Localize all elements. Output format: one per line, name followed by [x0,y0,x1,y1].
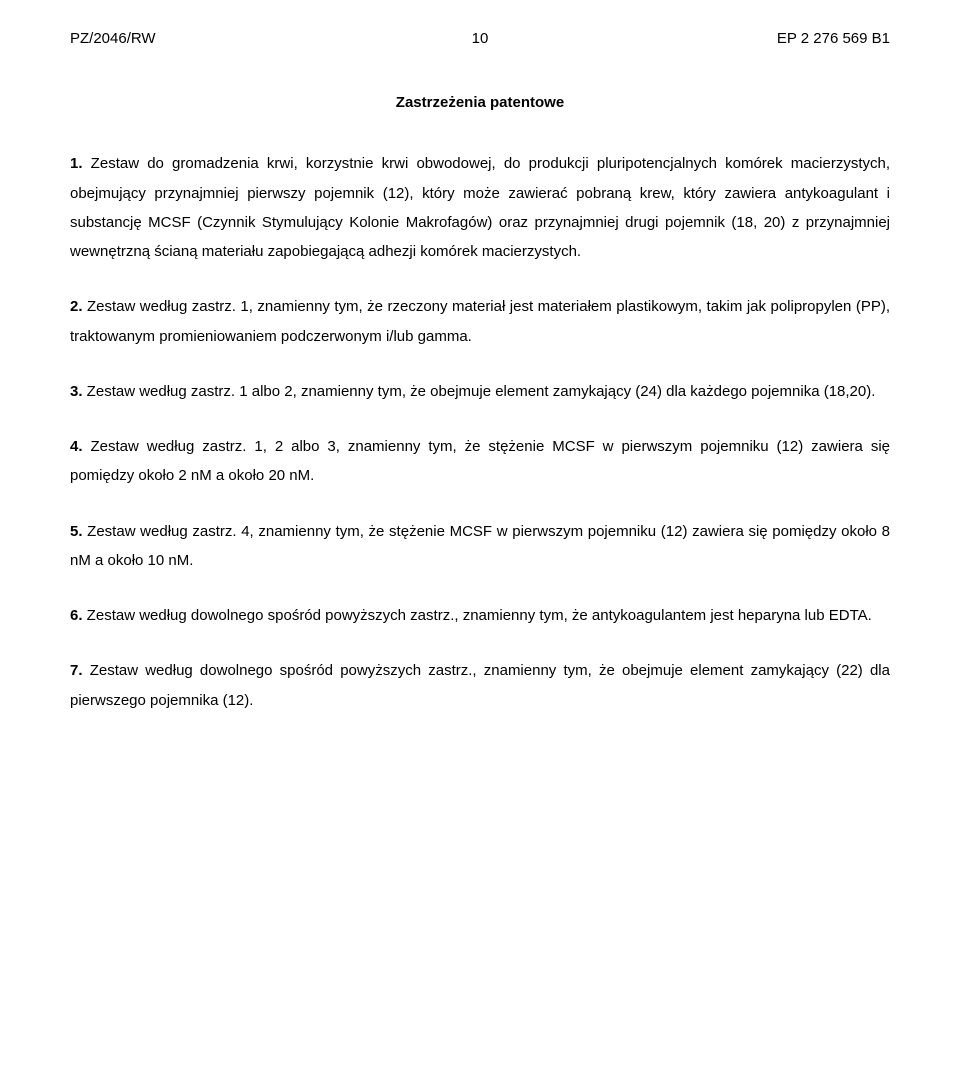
page-number: 10 [472,24,489,53]
claim-1: 1. Zestaw do gromadzenia krwi, korzystni… [70,149,890,266]
claim-lead: 4. [70,438,83,455]
claim-lead: 1. [70,155,83,172]
claim-text: Zestaw do gromadzenia krwi, korzystnie k… [70,155,890,260]
claim-text: Zestaw według zastrz. 1 albo 2, znamienn… [83,383,876,400]
claim-3: 3. Zestaw według zastrz. 1 albo 2, znami… [70,377,890,406]
header-row: PZ/2046/RW 10 EP 2 276 569 B1 [70,24,890,48]
claim-lead: 2. [70,298,83,315]
claim-lead: 5. [70,523,83,540]
claim-6: 6. Zestaw według dowolnego spośród powyż… [70,601,890,630]
claim-7: 7. Zestaw według dowolnego spośród powyż… [70,656,890,715]
claim-text: Zestaw według zastrz. 4, znamienny tym, … [70,523,890,569]
page: PZ/2046/RW 10 EP 2 276 569 B1 Zastrzeżen… [0,0,960,1077]
header-right: EP 2 276 569 B1 [777,24,890,53]
claim-lead: 3. [70,383,83,400]
page-title: Zastrzeżenia patentowe [70,88,890,117]
claim-text: Zestaw według dowolnego spośród powyższy… [83,607,872,624]
claim-text: Zestaw według zastrz. 1, 2 albo 3, znami… [70,438,890,484]
claim-lead: 6. [70,607,83,624]
claim-4: 4. Zestaw według zastrz. 1, 2 albo 3, zn… [70,432,890,491]
claim-lead: 7. [70,662,83,679]
claim-text: Zestaw według dowolnego spośród powyższy… [70,662,890,708]
claim-text: Zestaw według zastrz. 1, znamienny tym, … [70,298,890,344]
claim-2: 2. Zestaw według zastrz. 1, znamienny ty… [70,292,890,351]
claim-5: 5. Zestaw według zastrz. 4, znamienny ty… [70,517,890,576]
header-left: PZ/2046/RW [70,24,156,53]
